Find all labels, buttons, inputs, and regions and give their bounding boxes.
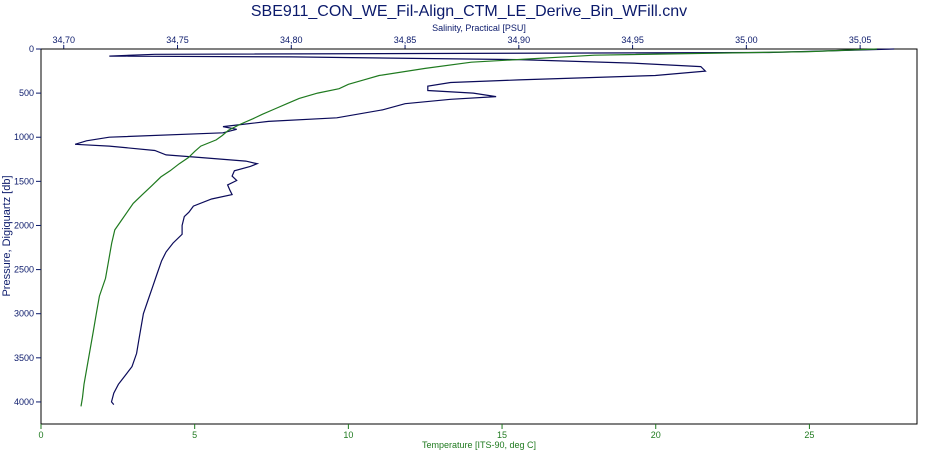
top-tick-label: 34,70: [52, 35, 75, 45]
left-tick-label: 2000: [14, 220, 34, 230]
left-tick-label: 1000: [14, 132, 34, 142]
top-tick-label: 34,75: [166, 35, 189, 45]
left-tick-label: 3000: [14, 309, 34, 319]
left-tick-label: 2500: [14, 265, 34, 275]
left-tick-label: 1500: [14, 176, 34, 186]
left-tick-label: 500: [19, 88, 34, 98]
bottom-tick-label: 20: [651, 430, 661, 440]
left-axis-ticks: 0 500 1000 1500 2000 2500 3000 3500 4000: [14, 44, 41, 407]
top-tick-label: 34,80: [280, 35, 303, 45]
top-tick-label: 35,00: [735, 35, 758, 45]
bottom-axis-label: Temperature [ITS-90, deg C]: [422, 440, 536, 450]
plot-area: [40, 48, 918, 425]
bottom-tick-label: 5: [192, 430, 197, 440]
top-axis-ticks: 34,70 34,75 34,80 34,85 34,90 34,95 35,00 35,05: [52, 35, 871, 49]
top-tick-label: 34,95: [621, 35, 644, 45]
bottom-tick-label: 0: [38, 430, 43, 440]
top-axis-label: Salinity, Practical [PSU]: [432, 23, 526, 33]
series-layer: [74, 48, 895, 407]
bottom-axis-ticks: 0 5 10 15 20 25: [38, 424, 814, 440]
left-tick-label: 4000: [14, 397, 34, 407]
top-tick-label: 34,90: [508, 35, 531, 45]
top-tick-label: 35,05: [849, 35, 872, 45]
temperature-series-line: [80, 48, 878, 407]
salinity-series-line: [74, 48, 895, 405]
left-axis-label: Pressure, Digiquartz [db]: [1, 175, 13, 296]
left-tick-label: 3500: [14, 353, 34, 363]
bottom-tick-label: 25: [804, 430, 814, 440]
left-tick-label: 0: [29, 44, 34, 54]
chart-title: SBE911_CON_WE_Fil-Align_CTM_LE_Derive_Bi…: [251, 3, 687, 20]
bottom-tick-label: 10: [343, 430, 353, 440]
top-tick-label: 34,85: [394, 35, 417, 45]
bottom-tick-label: 15: [497, 430, 507, 440]
